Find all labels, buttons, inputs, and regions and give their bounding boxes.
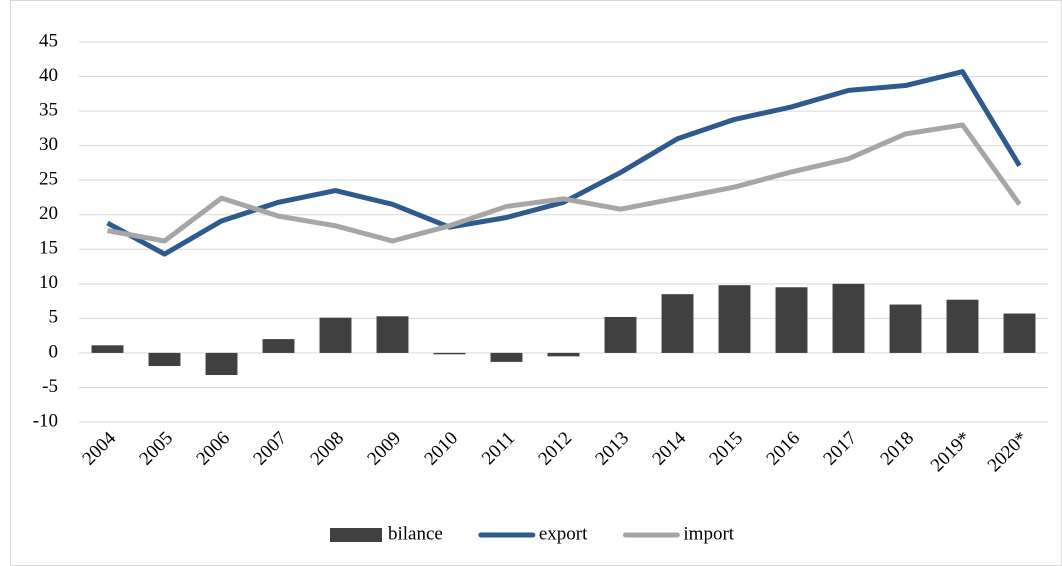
legend-swatch <box>330 528 382 542</box>
y-tick-label: 35 <box>39 99 58 120</box>
bar <box>205 352 238 376</box>
y-tick-label: 25 <box>39 169 58 190</box>
legend-label: export <box>539 523 588 544</box>
bar <box>832 283 865 353</box>
bar <box>262 339 295 353</box>
y-tick-label: 30 <box>39 134 58 155</box>
y-tick-label: 5 <box>49 307 59 328</box>
bar <box>661 294 694 353</box>
bar <box>547 352 580 357</box>
bar <box>490 352 523 362</box>
bar <box>946 299 979 353</box>
y-tick-label: -5 <box>42 376 58 397</box>
line <box>107 122 1022 244</box>
y-tick-label: 40 <box>39 65 58 86</box>
bar <box>889 304 922 353</box>
chart-frame <box>10 0 1062 566</box>
y-tick-label: 15 <box>39 238 58 259</box>
bar <box>775 287 808 353</box>
bar <box>319 317 352 353</box>
legend-label: import <box>683 523 734 544</box>
bar <box>148 352 181 367</box>
bar <box>91 345 124 353</box>
y-tick-label: 0 <box>49 341 59 362</box>
bar <box>376 316 409 353</box>
bar <box>433 352 466 355</box>
y-tick-label: 20 <box>39 203 58 224</box>
legend-label: bilance <box>388 523 443 544</box>
y-tick-label: -10 <box>33 410 58 431</box>
y-tick-label: 45 <box>39 30 58 51</box>
bar <box>1003 313 1036 353</box>
y-tick-label: 10 <box>39 272 58 293</box>
bar <box>718 285 751 353</box>
bar <box>604 316 637 353</box>
